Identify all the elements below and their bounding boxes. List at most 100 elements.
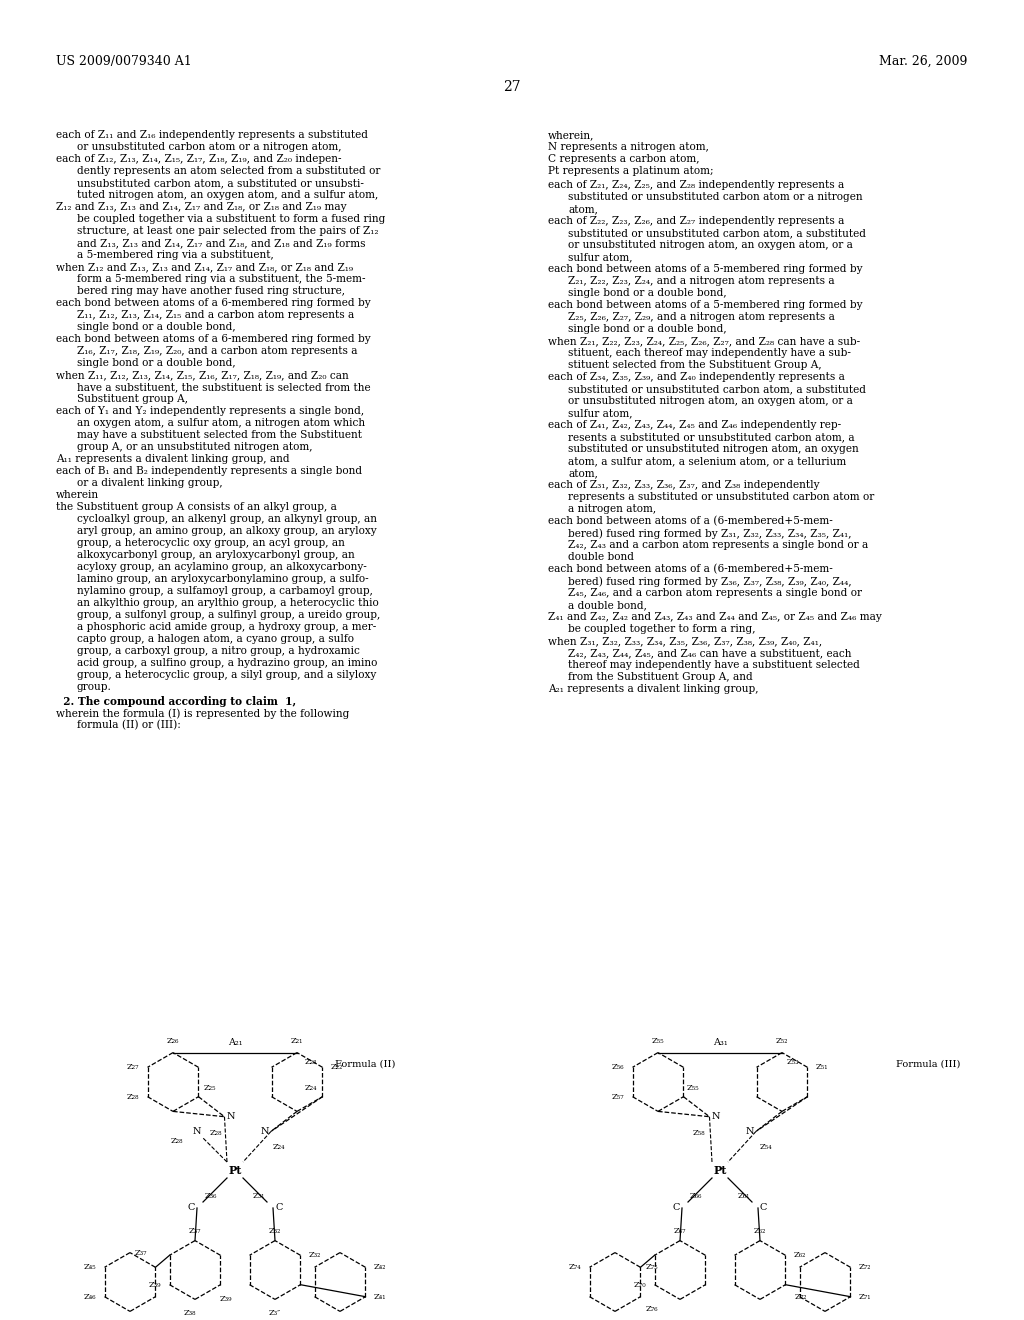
Text: Z₁₆, Z₁₇, Z₁₈, Z₁₉, Z₂₀, and a carbon atom represents a: Z₁₆, Z₁₇, Z₁₈, Z₁₉, Z₂₀, and a carbon at…	[77, 346, 357, 356]
Text: 27: 27	[503, 81, 521, 94]
Text: Formula (III): Formula (III)	[896, 1060, 961, 1069]
Text: Pt represents a platinum atom;: Pt represents a platinum atom;	[548, 166, 714, 176]
Text: acyloxy group, an acylamino group, an alkoxycarbony-: acyloxy group, an acylamino group, an al…	[77, 562, 367, 572]
Text: be coupled together via a substituent to form a fused ring: be coupled together via a substituent to…	[77, 214, 385, 224]
Text: Z₄₅: Z₄₅	[84, 1263, 96, 1271]
Text: Z₃₂: Z₃₂	[269, 1226, 282, 1234]
Text: Z₅₃: Z₅₃	[787, 1057, 800, 1065]
Text: Z₇₂: Z₇₂	[795, 1292, 808, 1300]
Text: each bond between atoms of a (6-membered+5-mem-: each bond between atoms of a (6-membered…	[548, 564, 833, 574]
Text: each of Z₃₄, Z₃₅, Z₃₉, and Z₄₀ independently represents a: each of Z₃₄, Z₃₅, Z₃₉, and Z₄₀ independe…	[548, 372, 845, 381]
Text: single bond or a double bond,: single bond or a double bond,	[77, 322, 236, 333]
Text: Z₂₄: Z₂₄	[273, 1143, 286, 1151]
Text: or unsubstituted nitrogen atom, an oxygen atom, or a: or unsubstituted nitrogen atom, an oxyge…	[568, 396, 853, 407]
Text: wherein the formula (I) is represented by the following: wherein the formula (I) is represented b…	[56, 708, 349, 718]
Text: Z₃₆: Z₃₆	[205, 1192, 217, 1200]
Text: group, a sulfonyl group, a sulfinyl group, a ureido group,: group, a sulfonyl group, a sulfinyl grou…	[77, 610, 380, 620]
Text: N: N	[745, 1127, 754, 1137]
Text: each bond between atoms of a (6-membered+5-mem-: each bond between atoms of a (6-membered…	[548, 516, 833, 527]
Text: lamino group, an aryloxycarbonylamino group, a sulfo-: lamino group, an aryloxycarbonylamino gr…	[77, 574, 369, 583]
Text: single bond or a double bond,: single bond or a double bond,	[568, 323, 727, 334]
Text: N: N	[260, 1127, 269, 1137]
Text: Z₇₁: Z₇₁	[858, 1292, 871, 1300]
Text: wherein,: wherein,	[548, 129, 594, 140]
Text: each bond between atoms of a 6-membered ring formed by: each bond between atoms of a 6-membered …	[56, 334, 371, 345]
Text: Z₃₇: Z₃₇	[188, 1226, 202, 1234]
Text: when Z₃₁, Z₃₂, Z₃₃, Z₃₄, Z₃₅, Z₃₆, Z₃₇, Z₃₈, Z₃₉, Z₄₀, Z₄₁,: when Z₃₁, Z₃₂, Z₃₃, Z₃₄, Z₃₅, Z₃₆, Z₃₇, …	[548, 636, 822, 645]
Text: thereof may independently have a substituent selected: thereof may independently have a substit…	[568, 660, 860, 671]
Text: Z₅₆: Z₅₆	[612, 1064, 625, 1072]
Text: Z₂₁, Z₂₂, Z₂₃, Z₂₄, and a nitrogen atom represents a: Z₂₁, Z₂₂, Z₂₃, Z₂₄, and a nitrogen atom …	[568, 276, 835, 286]
Text: cycloalkyl group, an alkenyl group, an alkynyl group, an: cycloalkyl group, an alkenyl group, an a…	[77, 513, 377, 524]
Text: Z₁₁, Z₁₂, Z₁₃, Z₁₄, Z₁₅ and a carbon atom represents a: Z₁₁, Z₁₂, Z₁₃, Z₁₄, Z₁₅ and a carbon ato…	[77, 310, 354, 319]
Text: Z₃₇: Z₃₇	[135, 1249, 147, 1257]
Text: A₁₁ represents a divalent linking group, and: A₁₁ represents a divalent linking group,…	[56, 454, 290, 465]
Text: form a 5-membered ring via a substituent, the 5-mem-: form a 5-membered ring via a substituent…	[77, 275, 366, 284]
Text: substituted or unsubstituted carbon atom, a substituted: substituted or unsubstituted carbon atom…	[568, 228, 866, 238]
Text: bered) fused ring formed by Z₃₆, Z₃₇, Z₃₈, Z₃₉, Z₄₀, Z₄₄,: bered) fused ring formed by Z₃₆, Z₃₇, Z₃…	[568, 576, 852, 586]
Text: N: N	[193, 1127, 202, 1137]
Text: group A, or an unsubstituted nitrogen atom,: group A, or an unsubstituted nitrogen at…	[77, 442, 312, 451]
Text: C: C	[760, 1204, 767, 1213]
Text: group.: group.	[77, 682, 112, 692]
Text: the Substituent group A consists of an alkyl group, a: the Substituent group A consists of an a…	[56, 502, 337, 512]
Text: when Z₁₁, Z₁₂, Z₁₃, Z₁₄, Z₁₅, Z₁₆, Z₁₇, Z₁₈, Z₁₉, and Z₂₀ can: when Z₁₁, Z₁₂, Z₁₃, Z₁₄, Z₁₅, Z₁₆, Z₁₇, …	[56, 370, 349, 380]
Text: represents a substituted or unsubstituted carbon atom or: represents a substituted or unsubstitute…	[568, 492, 874, 502]
Text: a 5-membered ring via a substituent,: a 5-membered ring via a substituent,	[77, 249, 273, 260]
Text: Z₅₁: Z₅₁	[815, 1064, 828, 1072]
Text: each of Z₄₁, Z₄₂, Z₄₃, Z₄₄, Z₄₅ and Z₄₆ independently rep-: each of Z₄₁, Z₄₂, Z₄₃, Z₄₄, Z₄₅ and Z₄₆ …	[548, 420, 841, 430]
Text: each of Z₁₁ and Z₁₆ independently represents a substituted: each of Z₁₁ and Z₁₆ independently repres…	[56, 129, 369, 140]
Text: dently represents an atom selected from a substituted or: dently represents an atom selected from …	[77, 166, 380, 176]
Text: alkoxycarbonyl group, an aryloxycarbonyl group, an: alkoxycarbonyl group, an aryloxycarbonyl…	[77, 550, 354, 560]
Text: C represents a carbon atom,: C represents a carbon atom,	[548, 154, 699, 164]
Text: Z₅₅: Z₅₅	[651, 1036, 665, 1044]
Text: group, a heterocyclic group, a silyl group, and a silyloxy: group, a heterocyclic group, a silyl gro…	[77, 671, 376, 680]
Text: Z₂₁: Z₂₁	[291, 1036, 303, 1044]
Text: Z₃₈: Z₃₈	[183, 1309, 197, 1317]
Text: Z₂₇: Z₂₇	[127, 1064, 139, 1072]
Text: be coupled together to form a ring,: be coupled together to form a ring,	[568, 624, 756, 634]
Text: substituted or unsubstituted carbon atom, a substituted: substituted or unsubstituted carbon atom…	[568, 384, 866, 393]
Text: Z₂₈: Z₂₈	[210, 1129, 222, 1137]
Text: Mar. 26, 2009: Mar. 26, 2009	[880, 55, 968, 69]
Text: Z₂₅: Z₂₅	[204, 1084, 216, 1092]
Text: tuted nitrogen atom, an oxygen atom, and a sulfur atom,: tuted nitrogen atom, an oxygen atom, and…	[77, 190, 378, 201]
Text: atom,: atom,	[568, 469, 598, 478]
Text: Z₄₆: Z₄₆	[84, 1292, 96, 1300]
Text: capto group, a halogen atom, a cyano group, a sulfo: capto group, a halogen atom, a cyano gro…	[77, 634, 354, 644]
Text: 2. The compound according to claim 1,: 2. The compound according to claim 1,	[56, 696, 296, 708]
Text: Z₅₂: Z₅₂	[776, 1036, 788, 1044]
Text: Z₃″: Z₃″	[269, 1309, 282, 1317]
Text: and Z₁₃, Z₁₃ and Z₁₄, Z₁₇ and Z₁₈, and Z₁₈ and Z₁₉ forms: and Z₁₃, Z₁₃ and Z₁₄, Z₁₇ and Z₁₈, and Z…	[77, 238, 366, 248]
Text: group, a carboxyl group, a nitro group, a hydroxamic: group, a carboxyl group, a nitro group, …	[77, 645, 359, 656]
Text: Z₂₈: Z₂₈	[171, 1137, 183, 1144]
Text: Z₇₄: Z₇₄	[569, 1263, 582, 1271]
Text: or unsubstituted nitrogen atom, an oxygen atom, or a: or unsubstituted nitrogen atom, an oxyge…	[568, 240, 853, 249]
Text: an oxygen atom, a sulfur atom, a nitrogen atom which: an oxygen atom, a sulfur atom, a nitroge…	[77, 418, 365, 428]
Text: Substituent group A,: Substituent group A,	[77, 393, 187, 404]
Text: have a substituent, the substituent is selected from the: have a substituent, the substituent is s…	[77, 381, 371, 392]
Text: Z₇₆: Z₇₆	[645, 1304, 658, 1312]
Text: bered ring may have another fused ring structure,: bered ring may have another fused ring s…	[77, 286, 345, 296]
Text: from the Substituent Group A, and: from the Substituent Group A, and	[568, 672, 753, 682]
Text: or a divalent linking group,: or a divalent linking group,	[77, 478, 222, 488]
Text: may have a substituent selected from the Substituent: may have a substituent selected from the…	[77, 430, 361, 440]
Text: bered) fused ring formed by Z₃₁, Z₃₂, Z₃₃, Z₃₄, Z₃₅, Z₄₁,: bered) fused ring formed by Z₃₁, Z₃₂, Z₃…	[568, 528, 852, 539]
Text: A₂₁ represents a divalent linking group,: A₂₁ represents a divalent linking group,	[548, 684, 759, 694]
Text: C: C	[187, 1204, 195, 1213]
Text: each of Z₃₁, Z₃₂, Z₃₃, Z₃₆, Z₃₇, and Z₃₈ independently: each of Z₃₁, Z₃₂, Z₃₃, Z₃₆, Z₃₇, and Z₃₈…	[548, 480, 819, 490]
Text: Z₂₂: Z₂₂	[331, 1064, 343, 1072]
Text: N represents a nitrogen atom,: N represents a nitrogen atom,	[548, 143, 709, 152]
Text: US 2009/0079340 A1: US 2009/0079340 A1	[56, 55, 193, 69]
Text: a double bond,: a double bond,	[568, 601, 647, 610]
Text: Z₃₁: Z₃₁	[253, 1192, 265, 1200]
Text: Z₅₄: Z₅₄	[760, 1143, 773, 1151]
Text: each bond between atoms of a 5-membered ring formed by: each bond between atoms of a 5-membered …	[548, 264, 862, 275]
Text: wherein: wherein	[56, 490, 99, 500]
Text: structure, at least one pair selected from the pairs of Z₁₂: structure, at least one pair selected fr…	[77, 226, 378, 236]
Text: unsubstituted carbon atom, a substituted or unsubsti-: unsubstituted carbon atom, a substituted…	[77, 178, 364, 187]
Text: single bond or a double bond,: single bond or a double bond,	[568, 288, 727, 298]
Text: Z₇₀: Z₇₀	[634, 1280, 646, 1288]
Text: substituted or unsubstituted nitrogen atom, an oxygen: substituted or unsubstituted nitrogen at…	[568, 444, 859, 454]
Text: sulfur atom,: sulfur atom,	[568, 252, 633, 261]
